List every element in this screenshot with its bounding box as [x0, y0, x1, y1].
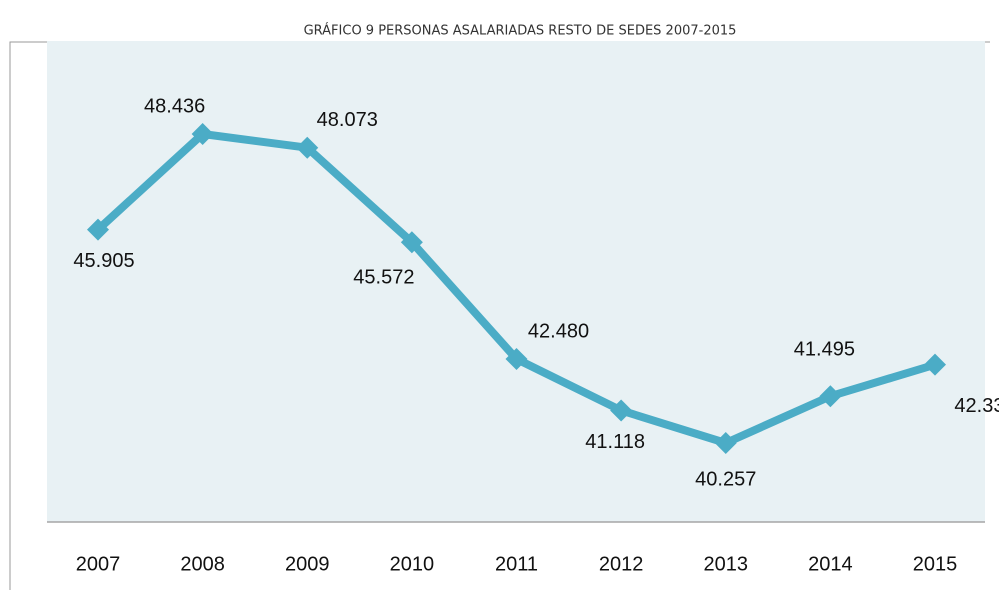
x-tick-label: 2008: [180, 553, 225, 575]
data-label: 42.480: [528, 320, 589, 342]
data-marker: [610, 399, 633, 422]
data-marker: [400, 231, 423, 254]
data-label: 48.436: [144, 95, 205, 117]
data-label: 40.257: [695, 468, 756, 490]
data-label: 45.905: [73, 250, 134, 272]
x-tick-label: 2007: [76, 553, 121, 575]
data-label: 48.073: [317, 109, 378, 131]
x-tick-label: 2010: [390, 553, 435, 575]
data-marker: [191, 123, 214, 145]
x-tick-label: 2015: [913, 553, 958, 575]
data-marker: [924, 353, 946, 376]
data-label: 41.495: [794, 339, 855, 361]
data-label: 45.572: [353, 266, 414, 288]
x-tick-label: 2011: [495, 553, 538, 575]
data-marker: [296, 136, 319, 159]
x-tick-label: 2012: [599, 553, 644, 575]
chart-title: GRÁFICO 9 PERSONAS ASALARIADAS RESTO DE …: [304, 23, 737, 39]
data-label: 42.331: [954, 395, 999, 417]
data-marker: [87, 218, 109, 241]
x-tick-label: 2014: [808, 553, 853, 575]
data-marker: [505, 348, 528, 371]
data-label: 41.118: [585, 431, 645, 453]
plot-area: [47, 41, 985, 522]
data-marker: [819, 385, 842, 408]
data-marker: [714, 432, 737, 454]
x-tick-label: 2009: [285, 553, 330, 575]
x-tick-label: 2013: [704, 553, 749, 575]
